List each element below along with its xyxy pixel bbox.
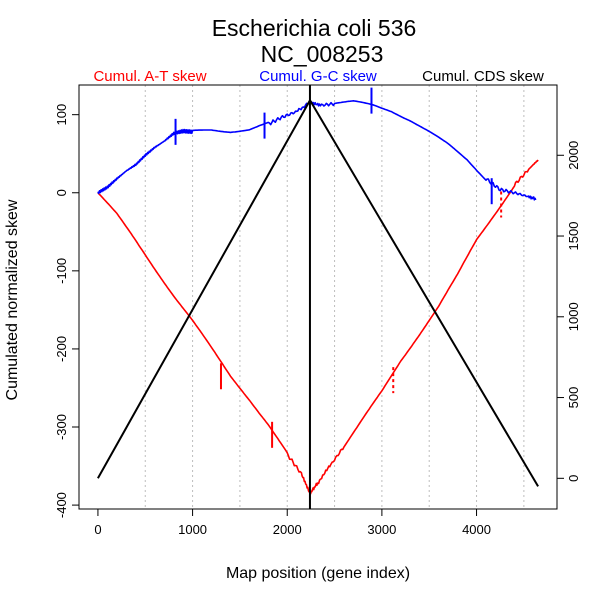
y-left-tick-label: 0	[54, 189, 69, 196]
x-tick-label: 1000	[178, 522, 207, 537]
series-line-cumul-a-t-skew	[97, 159, 539, 495]
y-right-tick-label: 1000	[566, 302, 581, 331]
axis-layer: 0 1000 2000 3000 40001000-100-200-300-400200…	[54, 104, 581, 537]
x-tick-label: 2000	[273, 522, 302, 537]
x-tick-label: 4000	[462, 522, 491, 537]
y-right-tick-label: 500	[566, 387, 581, 409]
marker-layer	[174, 87, 503, 448]
series-line-cumul-cds-skew	[97, 99, 539, 487]
y-right-tick-label: 1500	[566, 222, 581, 251]
chart-title-line-1: Escherichia coli 536	[212, 15, 417, 41]
y-left-tick-label: -100	[54, 258, 69, 284]
chart-title-line-2: NC_008253	[261, 41, 384, 67]
series-layer	[97, 85, 539, 509]
y-axis-label: Cumulated normalized skew	[4, 199, 21, 400]
x-tick-label: 3000	[367, 522, 396, 537]
y-left-tick-label: -400	[54, 492, 69, 518]
y-left-tick-label: -200	[54, 336, 69, 362]
plot-frame	[78, 84, 558, 510]
series-line-cumul-g-c-skew	[97, 99, 537, 201]
legend-gc-skew: Cumul. G-C skew	[259, 68, 377, 85]
y-right-tick-label: 0	[566, 475, 581, 482]
legend-cds-skew: Cumul. CDS skew	[422, 68, 544, 85]
x-axis-label: Map position (gene index)	[226, 565, 410, 582]
y-right-tick-label: 2000	[566, 141, 581, 170]
y-left-tick-label: -300	[54, 414, 69, 440]
x-tick-label: 0	[94, 522, 101, 537]
grid-layer	[144, 85, 525, 509]
legend-at-skew: Cumul. A-T skew	[93, 68, 206, 85]
y-left-tick-label: 100	[54, 104, 69, 126]
